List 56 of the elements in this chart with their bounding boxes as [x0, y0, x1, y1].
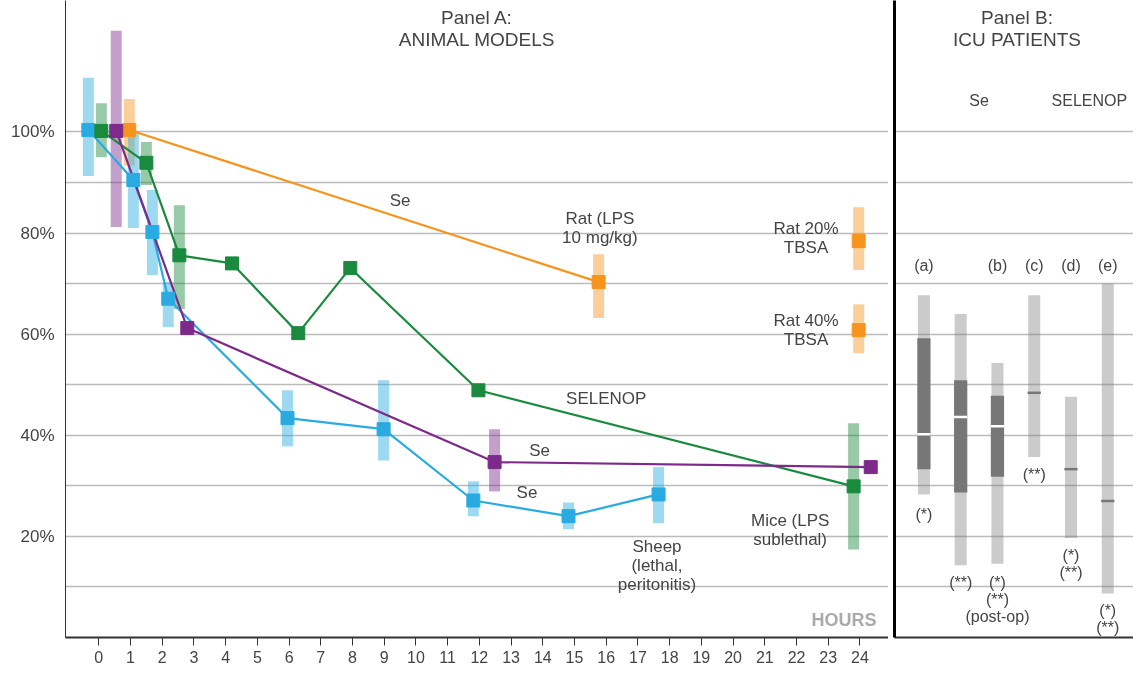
annotation: SELENOP [566, 388, 647, 408]
x-tick-label: 21 [755, 648, 774, 666]
annotation: Se [389, 190, 411, 210]
annotation: Se [516, 482, 538, 502]
category-label: (a) [914, 256, 934, 274]
category-label: (e) [1097, 256, 1118, 274]
annotation: (**) [949, 574, 973, 592]
annotation: Se [969, 91, 989, 109]
x-tick-label: 16 [597, 648, 616, 666]
category-label: (b) [987, 256, 1008, 274]
y-tick-label: 100% [11, 122, 55, 142]
annotation: Rat 20% TBSA [773, 219, 839, 258]
text: ICU PATIENTS [952, 28, 1082, 50]
x-tick-label: 20 [724, 648, 743, 666]
x-tick-label: 4 [221, 648, 231, 666]
x-tick-label: 15 [565, 648, 584, 666]
annotation: Rat (LPS 10 mg/kg) [562, 209, 638, 247]
x-axis-title: HOURS [811, 609, 877, 630]
x-tick-label: 17 [629, 648, 647, 666]
text: ANIMAL MODELS [398, 28, 555, 50]
annotation: (*) (**) [1059, 546, 1083, 581]
annotation: Se [529, 440, 551, 460]
y-tick-label: 60% [20, 324, 55, 344]
x-tick-label: 18 [660, 648, 679, 666]
x-tick-label: 23 [819, 648, 838, 666]
annotation: (*) [915, 506, 933, 524]
chart-title: Panel B: [981, 6, 1053, 28]
annotation: Sheep (lethal, peritonitis) [617, 536, 697, 594]
x-tick-label: 11 [439, 648, 457, 666]
x-tick-label: 6 [284, 648, 294, 666]
x-tick-label: 5 [252, 648, 262, 666]
x-tick-label: 13 [502, 648, 521, 666]
x-tick-label: 3 [189, 648, 199, 666]
x-tick-label: 22 [787, 648, 806, 666]
annotation: (**) [1022, 465, 1046, 483]
x-tick-label: 0 [94, 648, 104, 666]
y-tick-label: 40% [20, 425, 55, 445]
category-label: (c) [1024, 256, 1044, 274]
x-tick-label: 7 [316, 648, 326, 666]
x-tick-label: 9 [379, 648, 389, 666]
x-tick-label: 19 [692, 648, 711, 666]
x-tick-label: 10 [407, 648, 425, 666]
x-tick-label: 14 [533, 648, 552, 666]
y-tick-label: 80% [20, 223, 55, 243]
annotation: (*) (**) [1096, 602, 1120, 637]
annotation: Mice (LPS sublethal) [750, 511, 830, 550]
annotation: SELENOP [1051, 91, 1128, 109]
x-tick-label: 2 [157, 648, 167, 666]
x-tick-label: 12 [470, 648, 489, 666]
chart-title: Panel A: [441, 6, 512, 28]
annotation: Rat 40% TBSA [773, 311, 839, 350]
x-tick-label: 1 [126, 648, 136, 666]
x-tick-label: 24 [851, 648, 869, 666]
x-tick-label: 8 [348, 648, 358, 666]
y-tick-label: 20% [20, 526, 55, 546]
category-label: (d) [1061, 256, 1081, 274]
